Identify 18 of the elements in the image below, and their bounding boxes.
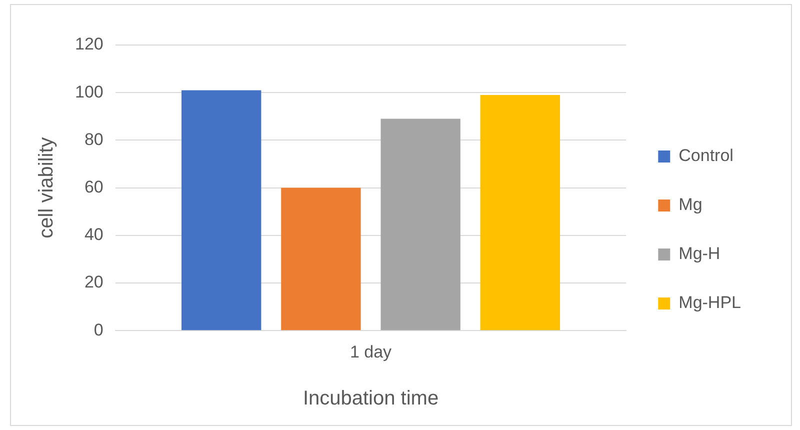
y-axis-title: cell viability — [36, 137, 58, 238]
y-tick-label: 80 — [84, 130, 104, 149]
y-tick-label: 100 — [74, 82, 104, 102]
x-tick-label: 1 day — [350, 342, 392, 362]
y-tick-label: 20 — [84, 272, 104, 292]
y-tick-label: 60 — [84, 177, 104, 196]
legend-label: Mg-HPL — [678, 293, 742, 312]
x-axis-title: Incubation time — [302, 388, 439, 410]
bar — [281, 188, 361, 330]
y-tick-label: 0 — [94, 320, 104, 340]
legend-label: Mg-H — [678, 244, 720, 264]
y-tick-label: 40 — [84, 225, 104, 244]
bar — [480, 94, 560, 330]
legend-label: Control — [678, 146, 734, 166]
bar — [380, 118, 460, 330]
legend-label: Mg — [678, 195, 702, 214]
y-tick-label: 120 — [74, 34, 104, 54]
bar — [182, 90, 262, 330]
